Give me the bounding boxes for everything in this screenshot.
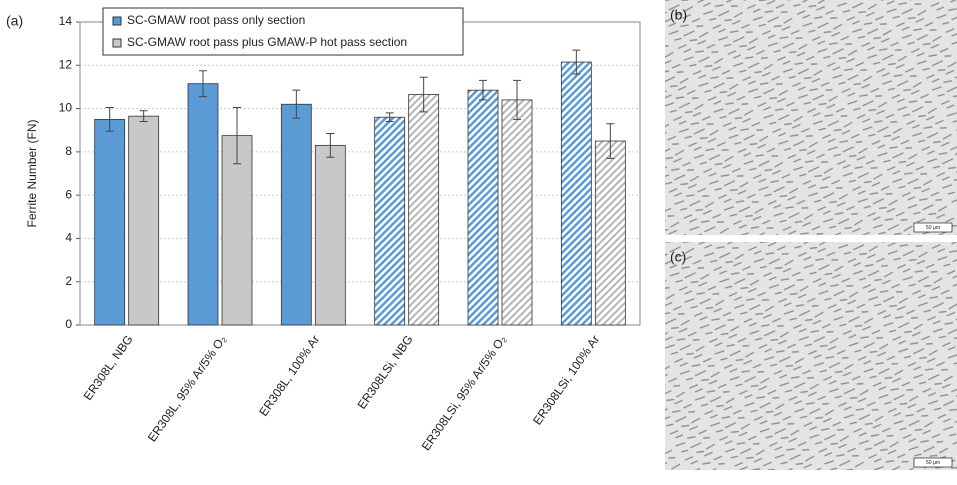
y-tick-label: 4	[65, 231, 72, 245]
error-bar	[513, 79, 521, 120]
bar	[221, 135, 253, 326]
bar	[408, 94, 440, 326]
bar	[467, 89, 499, 326]
legend-label: SC-GMAW root pass only section	[127, 13, 305, 27]
micrograph-c	[665, 242, 957, 470]
error-bar	[326, 132, 335, 158]
error-bar	[479, 79, 487, 101]
scale-bar-label: 50 µm	[926, 225, 940, 231]
bar	[374, 116, 406, 326]
x-tick-label: ER308L, 95% Ar/5% O₂	[145, 332, 229, 444]
panel-label: (b)	[670, 7, 687, 23]
y-tick-label: 8	[65, 144, 72, 158]
legend-box	[102, 7, 464, 56]
bar	[501, 99, 533, 326]
error-bar	[385, 112, 394, 123]
bar	[187, 83, 219, 326]
bar	[560, 61, 592, 326]
error-bar	[292, 89, 301, 119]
y-axis-label: Ferrite Number (FN)	[25, 119, 39, 227]
error-bar	[105, 106, 114, 132]
x-tick-label: ER308LSi, NBG	[355, 333, 416, 412]
y-tick-label: 10	[59, 101, 73, 115]
bar	[314, 144, 346, 326]
error-bar	[233, 106, 241, 165]
panel-label: (a)	[6, 13, 23, 29]
bar	[594, 140, 626, 326]
scale-bar-label: 50 µm	[926, 460, 940, 466]
legend-label: SC-GMAW root pass plus GMAW-P hot pass s…	[127, 35, 407, 49]
error-bar	[606, 123, 615, 159]
error-bar	[572, 49, 581, 75]
y-tick-label: 0	[65, 317, 72, 331]
bar	[128, 115, 160, 326]
legend-swatch	[112, 16, 122, 26]
error-bar	[199, 70, 207, 98]
x-tick-label: ER308L, 100% Ar	[256, 333, 322, 419]
error-bar	[419, 76, 428, 113]
x-tick-label: ER308L, NBG	[81, 333, 136, 403]
scale-bar-box	[913, 222, 953, 233]
x-tick-label: ER308LSi, 100% Ar	[530, 333, 602, 428]
panel-label: (c)	[670, 249, 686, 265]
y-tick-label: 6	[65, 187, 72, 201]
micrograph-b	[665, 0, 957, 235]
bar	[280, 103, 312, 326]
y-tick-label: 12	[59, 57, 73, 71]
plot-frame	[79, 21, 641, 326]
error-bar	[139, 110, 148, 123]
scale-bar-box	[913, 457, 953, 468]
y-tick-label: 2	[65, 274, 72, 288]
bar	[94, 118, 126, 326]
x-tick-label: ER308LSi, 95% Ar/5% O₂	[419, 332, 509, 453]
y-tick-label: 14	[59, 14, 73, 28]
legend-swatch	[112, 38, 122, 48]
